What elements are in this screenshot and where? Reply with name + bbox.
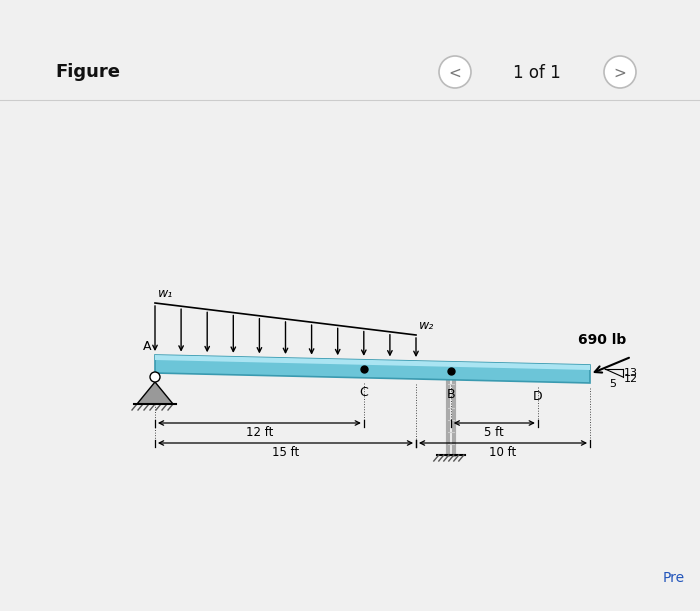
Polygon shape xyxy=(155,355,590,370)
Text: >: > xyxy=(614,65,626,81)
Text: 15 ft: 15 ft xyxy=(272,446,299,459)
Text: 5: 5 xyxy=(610,379,617,389)
Circle shape xyxy=(604,56,636,88)
Polygon shape xyxy=(137,382,173,404)
Text: <: < xyxy=(449,65,461,81)
Text: Pre: Pre xyxy=(663,571,685,585)
Circle shape xyxy=(150,372,160,382)
Text: w₁: w₁ xyxy=(158,287,174,300)
Text: 10 ft: 10 ft xyxy=(489,446,517,459)
Text: 690 lb: 690 lb xyxy=(578,333,626,346)
Text: B: B xyxy=(447,388,455,401)
Text: w₂: w₂ xyxy=(419,319,434,332)
Text: 13: 13 xyxy=(624,368,638,378)
Text: 12 ft: 12 ft xyxy=(246,426,273,439)
Text: A: A xyxy=(143,340,151,353)
Text: 1 of 1: 1 of 1 xyxy=(513,64,561,82)
Text: C: C xyxy=(359,386,368,399)
Text: Figure: Figure xyxy=(55,63,120,81)
Polygon shape xyxy=(155,355,590,383)
Text: 12: 12 xyxy=(624,374,638,384)
Text: 5 ft: 5 ft xyxy=(484,426,504,439)
Circle shape xyxy=(439,56,471,88)
Text: D: D xyxy=(533,390,542,403)
